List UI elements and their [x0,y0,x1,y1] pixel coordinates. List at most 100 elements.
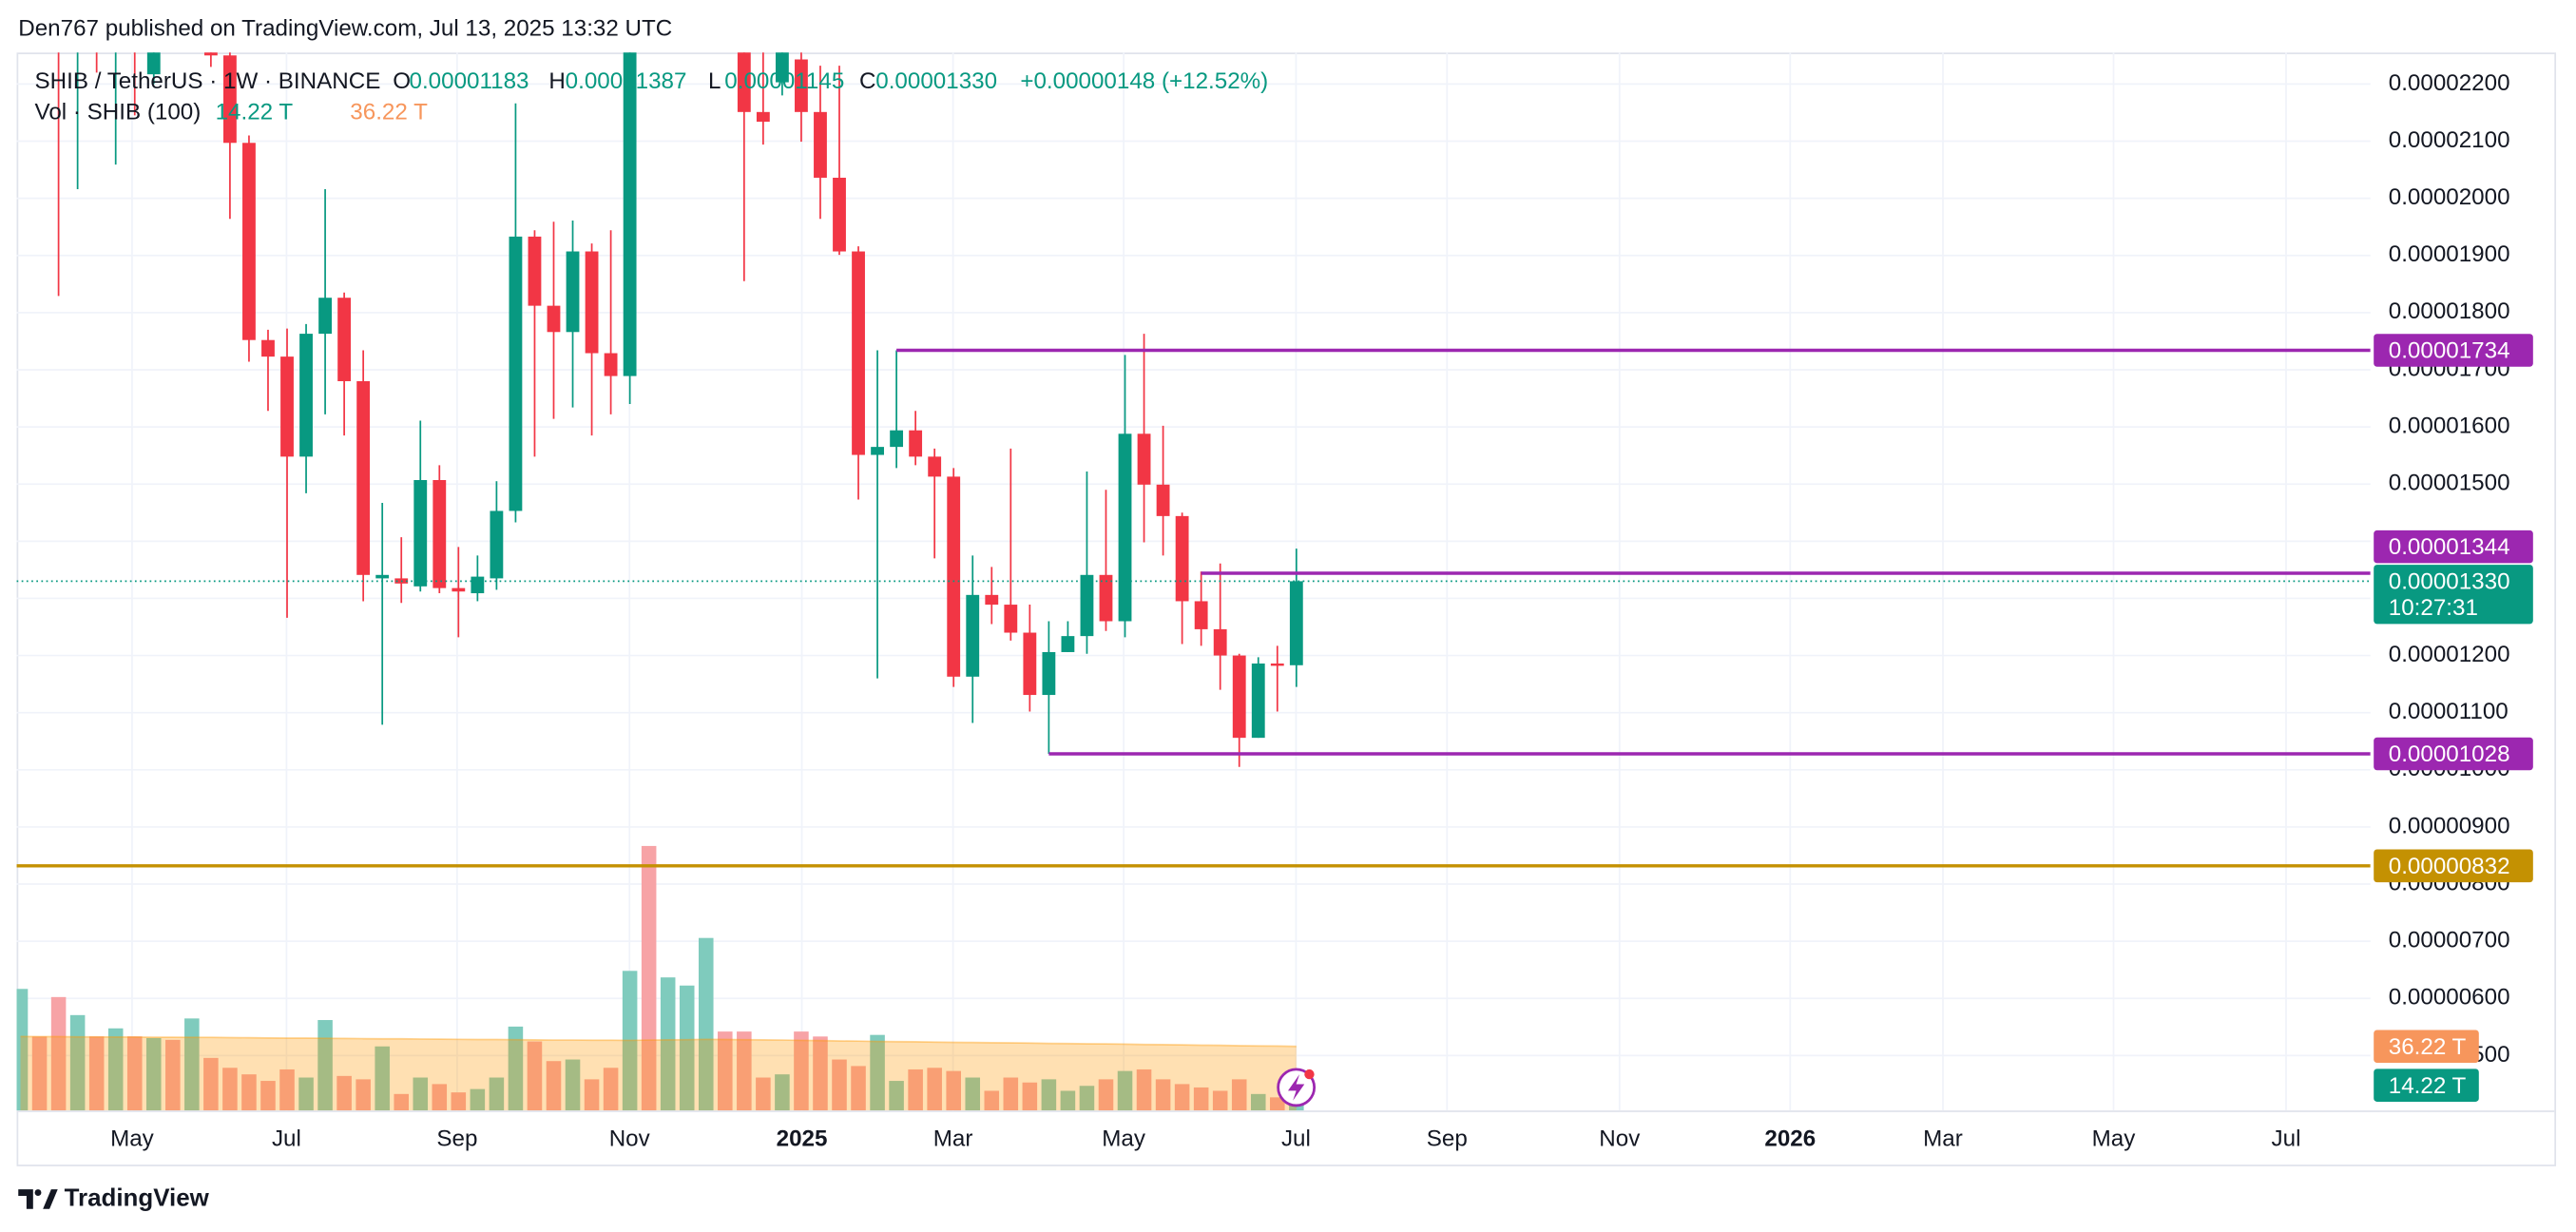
y-tick-label: 0.00001200 [2389,642,2510,667]
candle-body [1137,433,1151,485]
y-tick-label: 0.00001500 [2389,471,2510,496]
legend-l: L [708,68,721,94]
candle-body [318,298,332,335]
volume-bar [508,1026,524,1111]
candle-body [1118,433,1132,622]
volume-bar [832,1059,847,1111]
legend-close: 0.00001330 [875,68,997,94]
level-label-bg [2374,529,2533,564]
y-tick-label: 0.00000600 [2389,985,2510,1011]
candle-body [490,510,504,579]
volume-bar [1250,1093,1266,1111]
volume-bar [813,1036,828,1111]
candle-body [604,353,618,376]
volume-bar [775,1074,790,1111]
volume-bar [756,1077,771,1111]
x-tick-label: Mar [1923,1126,1963,1152]
x-tick-label: Jul [1281,1126,1311,1152]
volume-bar [1022,1082,1038,1111]
volume-bar [1193,1087,1209,1111]
candle-body [1175,515,1189,602]
x-tick-label: May [110,1126,155,1152]
volume-bar [203,1057,219,1111]
candle-body [452,587,466,592]
candle-body [509,236,523,511]
volume-bar [107,1028,124,1111]
candle-body [299,334,313,457]
icon-dot[interactable] [1304,1068,1315,1080]
volume-bar [698,937,714,1111]
legend: SHIB / TetherUS · 1W · BINANCE O 0.00001… [35,68,1269,125]
icon-bolt[interactable] [1288,1074,1305,1101]
y-tick-label: 0.00002000 [2389,184,2510,210]
candle-body [814,111,827,178]
candle-body [261,339,275,357]
candle-body [471,576,485,594]
chart-frame [16,52,2557,1166]
candle-body [375,574,390,579]
logo-slash [43,1189,58,1209]
volume-bar [165,1039,181,1111]
volume-bar [279,1068,295,1111]
volume-bar [432,1084,448,1111]
candle-body [966,594,980,677]
volume-bar [546,1061,562,1111]
legend-c: C [859,68,875,94]
volume-bar [1060,1090,1076,1111]
level-label-bg [2374,737,2533,771]
x-tick-label: Sep [1427,1126,1468,1152]
volume-bar [622,971,638,1111]
candle-body [871,447,884,455]
candle-body [566,251,580,333]
footer-brand: TradingView [65,1184,210,1211]
volume-bar [50,996,67,1111]
volume-bar [1212,1090,1228,1111]
volume-bar [908,1068,923,1111]
volume-bar [241,1074,257,1111]
candle-body [1061,636,1075,652]
volume-bar [1117,1070,1133,1111]
volume-bar [984,1090,1000,1111]
x-tick-label: 2025 [777,1126,828,1152]
candle-body [1251,663,1265,739]
volume-bar [927,1068,942,1111]
x-tick-label: May [1102,1126,1146,1152]
legend-low: 0.00001145 [724,68,844,94]
candle-body [985,594,999,606]
candle-body [528,236,542,306]
x-tick-label: Jul [272,1126,301,1152]
publish-header: Den767 published on TradingView.com, Jul… [18,15,672,41]
volume-bar [965,1077,981,1111]
volume-bar [31,1036,48,1111]
candle-body [413,479,428,587]
candle-body [1042,651,1056,696]
replay-icon[interactable] [1277,1068,1317,1107]
candle-body [1289,581,1303,665]
candle-body [1023,632,1037,696]
legend-h: H [548,68,565,94]
grid [16,52,2371,1111]
volume-bar [1079,1086,1095,1111]
candle-body [833,177,846,252]
x-tick-label: Jul [2272,1126,2301,1152]
candle-body [1099,574,1113,622]
volume-bar [870,1034,885,1111]
y-tick-label: 0.00001600 [2389,413,2510,438]
volume-bar [298,1077,314,1111]
level-label-bg [2374,334,2533,367]
y-tick-label: 0.00002200 [2389,70,2510,96]
volume-bar [1270,1097,1285,1111]
countdown-label: 10:27:31 [2389,595,2478,621]
volume-bar [260,1081,276,1111]
volume-bar [1041,1079,1057,1111]
volume-bar [88,1036,105,1111]
candle-body [909,430,923,457]
current-price-label: 0.00001330 [2389,569,2510,595]
candle-body [222,55,237,144]
volume-bar [126,1036,143,1111]
volume-bar [641,845,657,1111]
level-label-bg [2374,849,2533,883]
volume-bar [584,1079,600,1111]
